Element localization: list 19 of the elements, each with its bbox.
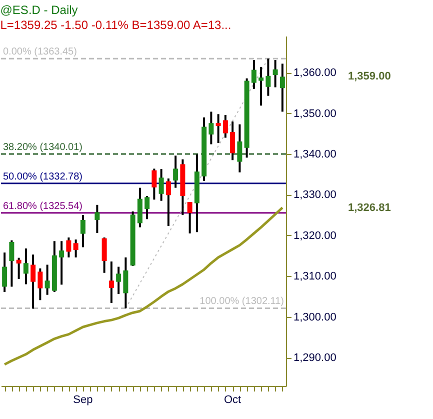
text: 1,326.81 [348, 202, 391, 214]
ref-line-label: 38.20% (1340.01) [3, 142, 83, 153]
chart-title: @ES.D - Daily [0, 3, 78, 17]
y-tick-label: 1,290.00 [294, 352, 336, 364]
ref-line-label: 0.00% (1363.45) [3, 46, 77, 58]
x-tick-label: Sep [73, 394, 93, 406]
y-tick-label: 1,350.00 [294, 108, 336, 120]
ref-line-label: 50.00% (1332.78) [3, 171, 83, 182]
y-tick-label: 1,310.00 [294, 270, 336, 283]
ref-line-label: 61.80% (1325.54) [3, 200, 83, 212]
y-tick-label: 1,320.00 [294, 230, 336, 242]
y-tick-label: 1,330.00 [294, 189, 336, 202]
y-tick-label: 1,360.00 [294, 67, 336, 80]
text: 1,359.00 [348, 70, 391, 83]
y-tick-label: 1,340.00 [294, 148, 336, 161]
chart-subtitle: L=1359.25 -1.50 -0.11% B=1359.00 A=13... [0, 18, 232, 32]
ref-line-label: 100.00% (1302.11) [200, 296, 284, 308]
y-tick-label: 1,300.00 [294, 311, 336, 324]
x-tick-label: Oct [224, 394, 242, 406]
